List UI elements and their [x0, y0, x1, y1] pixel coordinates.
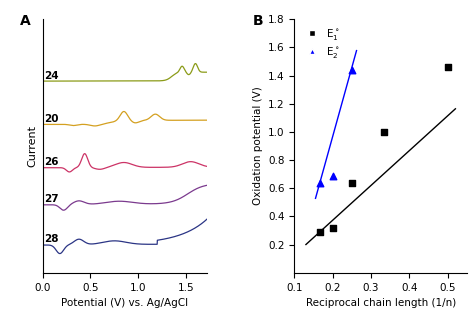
Y-axis label: Oxidation potential (V): Oxidation potential (V): [253, 87, 263, 205]
Y-axis label: Current: Current: [27, 125, 37, 167]
Point: [380, 129, 388, 134]
Text: 27: 27: [45, 194, 59, 204]
X-axis label: Reciprocal chain length (1/n): Reciprocal chain length (1/n): [306, 298, 456, 308]
X-axis label: Potential (V) vs. Ag/AgCl: Potential (V) vs. Ag/AgCl: [61, 298, 188, 308]
Point: [329, 225, 337, 230]
Text: 28: 28: [45, 234, 59, 245]
Text: 26: 26: [45, 157, 59, 167]
Point: [348, 67, 356, 73]
Point: [348, 180, 356, 185]
Legend: E$^\circ_1$, E$^\circ_2$: E$^\circ_1$, E$^\circ_2$: [300, 24, 341, 62]
Text: A: A: [19, 14, 30, 28]
Point: [316, 230, 324, 235]
Point: [316, 181, 324, 186]
Text: 24: 24: [45, 71, 59, 81]
Point: [444, 65, 452, 70]
Text: 20: 20: [45, 114, 59, 124]
Point: [329, 173, 337, 178]
Text: B: B: [253, 14, 264, 28]
